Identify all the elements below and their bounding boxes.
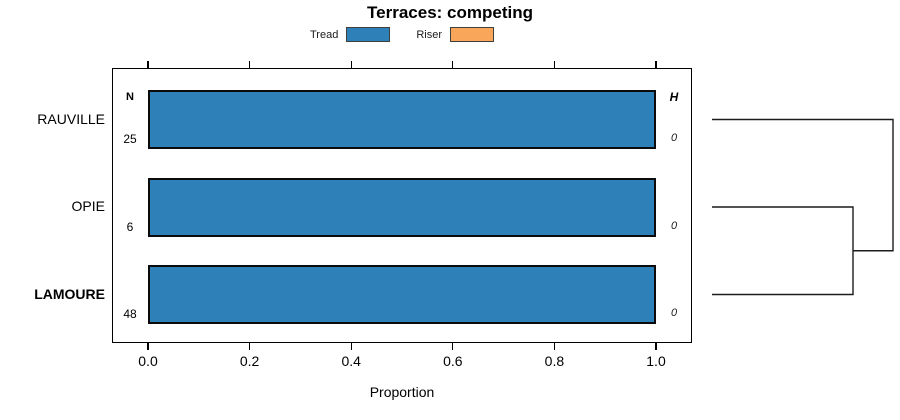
y-axis-label: RAUVILLE [37, 110, 105, 127]
legend-swatch-tread [346, 27, 391, 42]
x-axis-tick-label: 0.0 [138, 353, 158, 369]
legend: Tread Riser [310, 27, 494, 42]
n-value: 48 [123, 307, 137, 321]
x-axis-tick-label: 0.2 [239, 353, 260, 369]
h-value: 0 [670, 132, 678, 144]
x-axis-tick-label: 0.8 [544, 353, 565, 369]
legend-label-riser: Riser [416, 28, 442, 41]
y-axis-label: LAMOURE [34, 285, 105, 302]
x-axis-tick-top [147, 61, 149, 68]
legend-swatch-riser [450, 27, 494, 42]
x-axis-tick-label: 0.4 [341, 353, 361, 369]
x-axis-tick-bottom [147, 343, 149, 350]
bar-tread [148, 177, 656, 237]
dendrogram-cluster-upper [712, 118, 894, 252]
bar-tread [148, 265, 656, 324]
legend-label-tread: Tread [310, 28, 339, 41]
x-axis-tick-bottom [655, 343, 657, 350]
x-axis-tick-top [655, 61, 657, 68]
dendrogram-cluster-lower [712, 206, 854, 296]
x-axis-tick-label: 1.0 [646, 353, 666, 369]
x-axis-tick-top [553, 61, 556, 68]
bar-tread [148, 90, 656, 149]
chart-title: Terraces: competing [367, 3, 533, 22]
n-value: 6 [126, 219, 134, 234]
h-column-header: H [669, 90, 679, 104]
x-axis-tick-bottom [248, 343, 251, 350]
x-axis-tick-top [248, 61, 251, 68]
y-axis-label: OPIE [71, 198, 105, 214]
x-axis-tick-bottom [553, 343, 556, 350]
h-value: 0 [670, 219, 678, 232]
x-axis-tick-top [350, 61, 352, 68]
x-axis-tick-bottom [452, 343, 454, 350]
h-value: 0 [670, 307, 678, 319]
x-axis-tick-label: 0.6 [443, 353, 463, 369]
x-axis-label: Proportion [369, 384, 435, 400]
n-column-header: N [126, 91, 134, 103]
x-axis-tick-top [452, 61, 454, 68]
n-value: 25 [123, 132, 137, 146]
x-axis-tick-bottom [350, 343, 352, 350]
